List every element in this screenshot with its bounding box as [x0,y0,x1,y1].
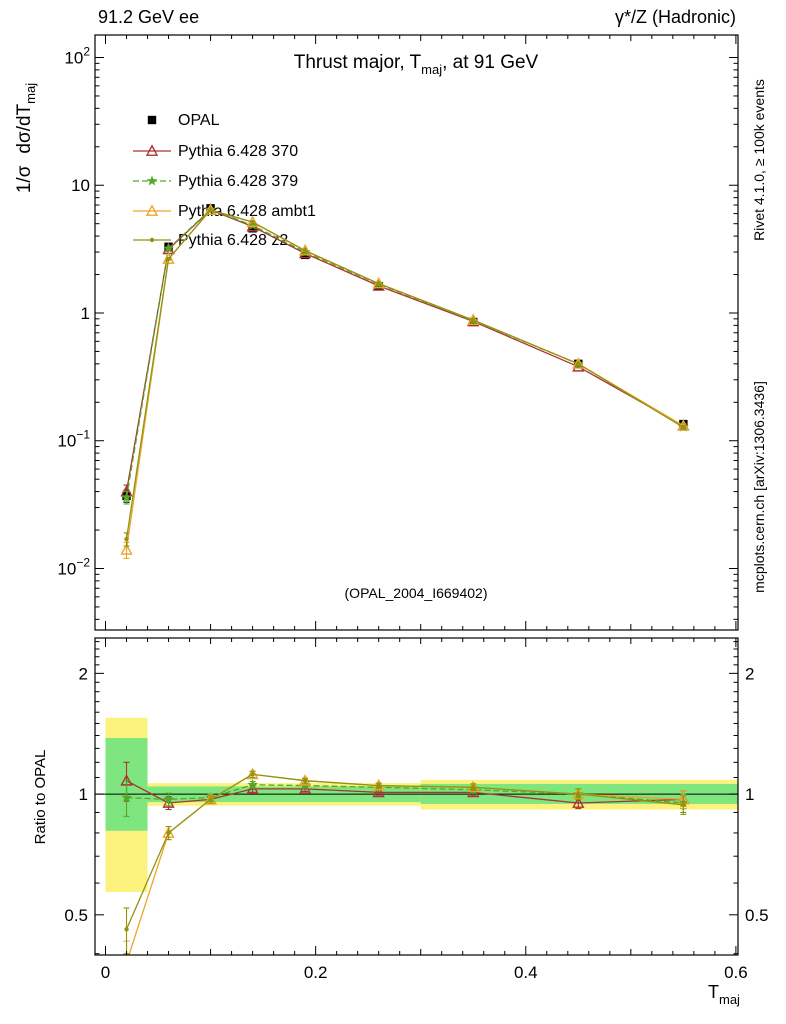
marker-dot [124,927,129,932]
marker-dot [576,361,581,367]
marker-star [247,219,258,230]
marker-dot [302,248,308,253]
mcplots-note: mcplots.cern.ch [arXiv:1306.3436] [751,381,767,593]
marker-star [247,779,258,790]
header-right: γ*/Z (Hadronic) [615,7,736,27]
marker-triangle [145,144,159,156]
y-tick-label: 1 [81,304,90,323]
ratio-y-tick-label-right: 1 [745,785,754,804]
series-pythia-6.428-z2 [123,770,687,955]
legend-label-pythia-379: Pythia 6.428 379 [178,173,298,190]
series-line [125,209,684,492]
marker-dot [576,791,581,797]
legend-marker-sample [145,144,159,156]
y-tick-label: 10−1 [57,428,90,451]
legend-marker-sample [149,237,155,243]
y-tick-label: 10 [71,176,90,195]
x-axis-label: Tmaj [708,982,740,1007]
y-tick-label: 10−2 [57,555,90,578]
marker-dot [208,207,213,213]
marker-dot [471,317,476,323]
marker-triangle [122,957,132,966]
ratio-y-tick-label-left: 0.5 [64,906,88,925]
marker-triangle [120,543,133,555]
marker-triangle [204,792,217,805]
marker-star [121,792,132,803]
marker-triangle [246,767,259,780]
ratio-y-tick-label-left: 2 [79,664,88,683]
marker-star [163,242,174,253]
ratio-y-tick-label-right: 0.5 [745,906,769,925]
legend-label-pythia-ambt1: Pythia 6.428 ambt1 [178,203,316,220]
marker-star [121,491,132,502]
marker-dot [250,219,255,225]
marker-dot [166,256,171,262]
legend-marker-sample [145,204,159,216]
legend-marker-sample [146,175,158,186]
series-line [125,208,684,498]
legend-label-pythia-z2: Pythia 6.428 z2 [178,232,288,249]
ratio-y-tick-label-right: 2 [745,664,754,683]
ratio-panel-frame [94,637,739,956]
marker-dot [302,778,308,783]
header-left: 91.2 GeV ee [98,7,199,27]
marker-triangle [145,204,159,216]
marker-dot [376,281,381,286]
x-tick-label: 0.2 [304,963,328,982]
rivet-version-note: Rivet 4.1.0, ≥ 100k events [751,79,767,241]
marker-dot [250,772,255,777]
marker-dot [376,783,381,788]
marker-triangle [572,796,585,808]
watermark: (OPAL_2004_I669402) [345,585,488,601]
marker-star [163,793,174,804]
marker-dot [208,797,213,802]
legend-label-opal: OPAL [178,112,220,129]
series-line [125,209,684,540]
ratio-y-axis-label: Ratio to OPAL [32,750,49,845]
plot-title: Thrust major, Tmaj, at 91 GeV [294,52,539,77]
marker-dot [149,237,155,243]
y-axis-label-main: 1/σdσ/dTmaj [14,83,38,193]
x-tick-label: 0.4 [514,963,538,982]
marker-square [248,224,257,233]
marker-triangle [204,203,217,215]
series-line [125,209,684,550]
marker-square [147,115,157,125]
marker-dot [166,830,171,836]
marker-dot [681,425,686,430]
legend-label-pythia-370: Pythia 6.428 370 [178,143,298,160]
marker-dot [681,802,686,808]
marker-triangle [372,785,385,798]
marker-dot [471,785,476,790]
marker-triangle [298,243,312,256]
marker-star [146,175,158,186]
x-tick-label: 0 [101,963,110,982]
x-tick-label: 0.6 [724,963,748,982]
legend-marker-sample [147,115,157,125]
ratio-y-tick-label-left: 1 [79,785,88,804]
marker-dot [124,536,129,542]
ratio-uncertainty-bands [105,717,738,892]
series-pythia-6.428-z2 [123,207,687,547]
y-tick-label: 102 [64,44,90,67]
series-pythia-6.428-ambt1 [120,203,690,559]
